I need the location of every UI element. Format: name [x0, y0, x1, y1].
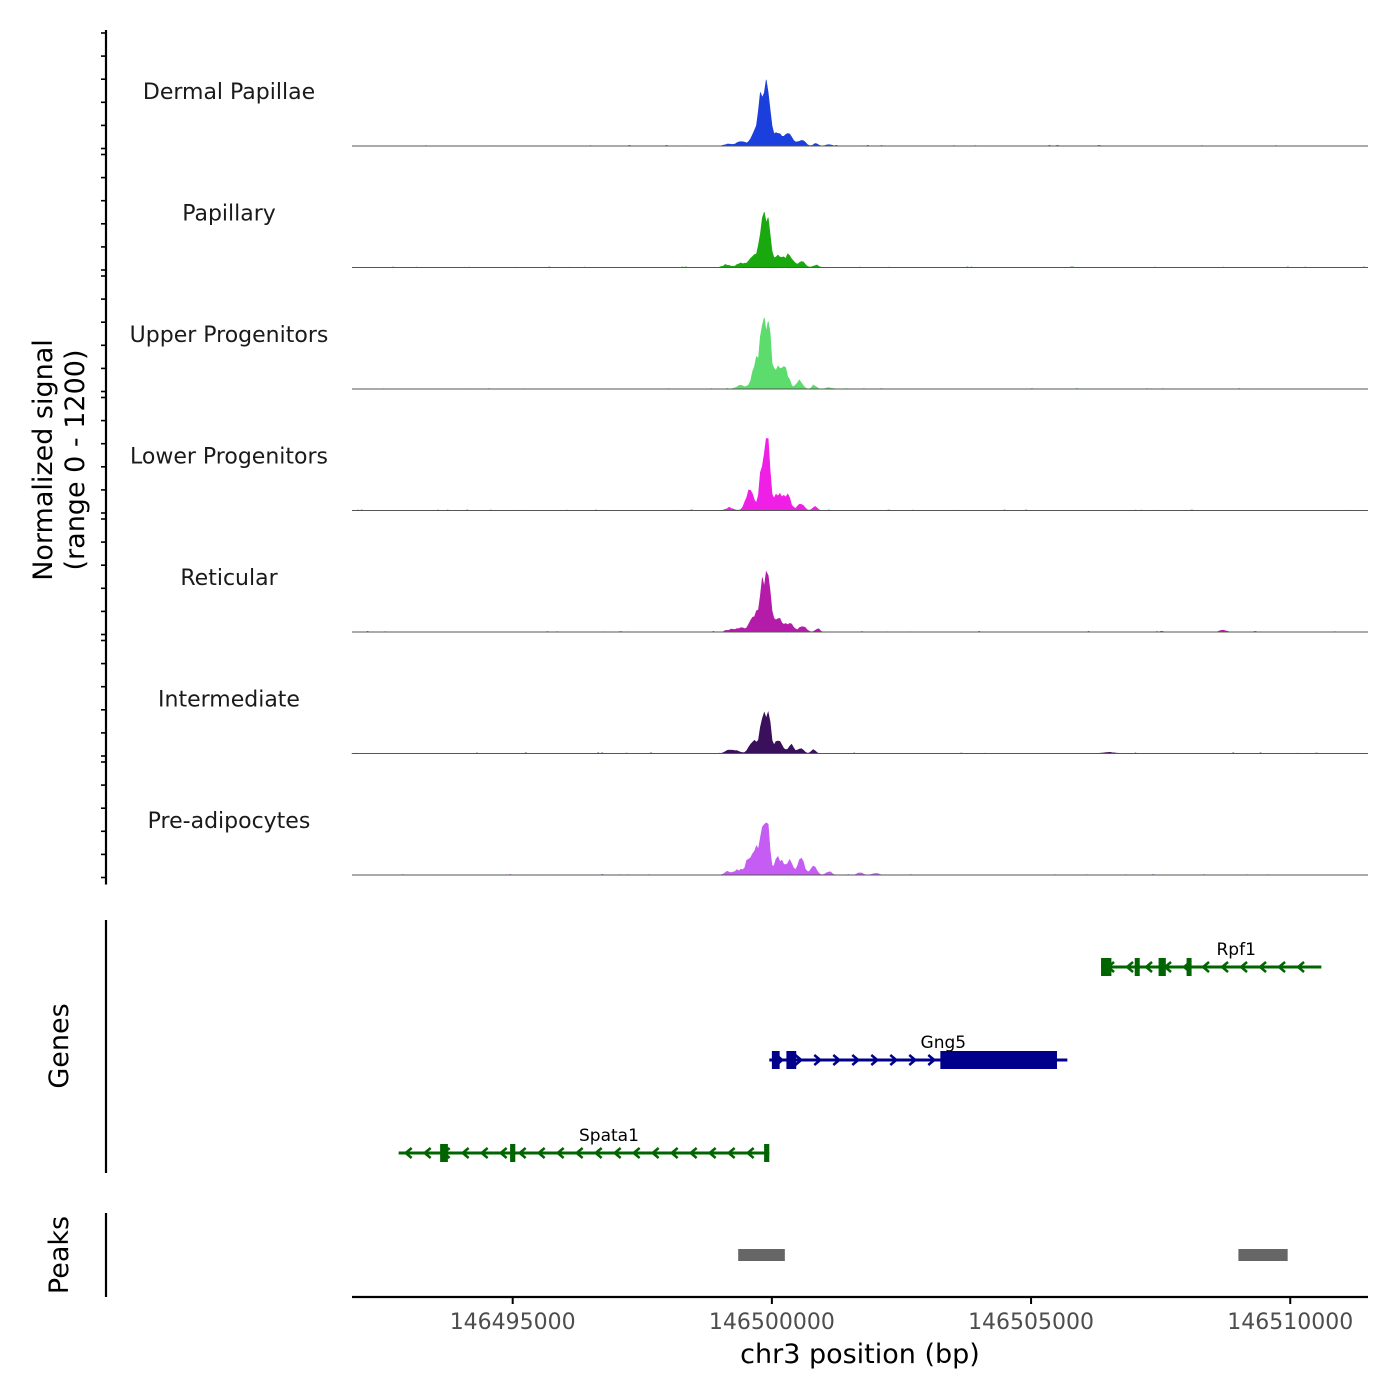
y-axis-label-line2: (range 0 - 1200) — [60, 350, 91, 571]
track-label: Upper Progenitors — [130, 323, 329, 348]
signal-area — [352, 570, 1368, 633]
track-label: Intermediate — [158, 688, 300, 713]
strand-arrow — [403, 1147, 413, 1159]
strand-arrow — [574, 1147, 584, 1159]
strand-arrow — [851, 1054, 861, 1066]
track-pre-adipocytes: Pre-adipocytes — [148, 809, 1368, 876]
strand-arrow — [669, 1147, 679, 1159]
exon — [1134, 958, 1140, 976]
strand-arrow — [536, 1147, 546, 1159]
track-lower-progenitors: Lower Progenitors — [130, 438, 1368, 511]
gene-label: Spata1 — [579, 1126, 639, 1146]
signal-area — [352, 822, 1368, 876]
x-tick-label: 146510000 — [1227, 1310, 1353, 1335]
x-axis-title: chr3 position (bp) — [740, 1339, 980, 1370]
track-intermediate: Intermediate — [158, 688, 1368, 754]
gene-label: Rpf1 — [1216, 940, 1255, 960]
x-tick-label: 146505000 — [968, 1310, 1094, 1335]
strand-arrow — [650, 1147, 660, 1159]
strand-arrow — [517, 1147, 527, 1159]
coverage-tracks: Dermal Papillae Papillary Upper Progenitor… — [101, 30, 1369, 885]
track-label: Papillary — [182, 202, 276, 227]
exon — [764, 1144, 770, 1162]
strand-arrow — [707, 1147, 717, 1159]
gene-gng5: Gng5 — [769, 1033, 1068, 1069]
track-upper-progenitors: Upper Progenitors — [130, 317, 1368, 390]
strand-arrow — [908, 1054, 918, 1066]
x-axis: 146495000 146500000 146505000 146510000 — [352, 1295, 1368, 1335]
strand-arrow — [479, 1147, 489, 1159]
peaks-track-label: Peaks — [44, 1216, 75, 1294]
gene-rpf1: Rpf1 — [1101, 940, 1322, 976]
strand-arrow — [1277, 961, 1286, 973]
strand-arrow — [813, 1054, 823, 1066]
y-axis-label-line1: Normalized signal — [28, 339, 59, 581]
exon — [940, 1051, 1057, 1069]
strand-arrow — [794, 1054, 804, 1066]
strand-arrow — [927, 1054, 937, 1066]
signal-area — [352, 79, 1369, 147]
strand-arrow — [422, 1147, 432, 1159]
exon — [510, 1144, 516, 1162]
strand-arrow — [745, 1147, 755, 1159]
strand-arrow — [460, 1147, 470, 1159]
strand-arrow — [1258, 961, 1267, 973]
track-label: Reticular — [180, 566, 278, 591]
gene-spata1: Spata1 — [398, 1126, 770, 1162]
signal-area — [352, 317, 1368, 390]
strand-arrow — [832, 1054, 842, 1066]
strand-arrow — [1201, 961, 1210, 973]
exon — [1101, 958, 1112, 976]
gene-label: Gng5 — [921, 1033, 967, 1053]
peak-region — [1238, 1249, 1288, 1261]
strand-arrow — [1296, 961, 1305, 973]
track-papillary: Papillary — [182, 202, 1368, 268]
x-tick-label: 146495000 — [450, 1310, 576, 1335]
strand-arrow — [1144, 961, 1153, 973]
strand-arrow — [870, 1054, 880, 1066]
exon — [771, 1051, 780, 1069]
track-label: Lower Progenitors — [130, 445, 328, 470]
strand-arrow — [555, 1147, 565, 1159]
strand-arrow — [498, 1147, 508, 1159]
track-reticular: Reticular — [180, 566, 1368, 633]
strand-arrow — [1125, 961, 1134, 973]
peak-region — [738, 1249, 785, 1261]
strand-arrow — [612, 1147, 622, 1159]
track-label: Pre-adipocytes — [148, 809, 311, 834]
strand-arrow — [593, 1147, 603, 1159]
x-tick-label: 146500000 — [709, 1310, 835, 1335]
exon — [440, 1144, 448, 1162]
track-label: Dermal Papillae — [143, 80, 315, 105]
strand-arrow — [688, 1147, 698, 1159]
gene-track: Rpf1 Gng5 Spata1 — [104, 920, 1322, 1173]
signal-area — [352, 438, 1368, 511]
strand-arrow — [1239, 961, 1248, 973]
genes-track-label: Genes — [44, 1003, 75, 1088]
strand-arrow — [889, 1054, 899, 1066]
strand-arrow — [1220, 961, 1229, 973]
y-axis-ticks — [101, 32, 106, 879]
signal-area — [352, 211, 1368, 268]
peak-track — [104, 1213, 1288, 1297]
strand-arrow — [631, 1147, 641, 1159]
exon — [1158, 958, 1166, 976]
signal-area — [351, 710, 1368, 754]
exon — [1186, 958, 1192, 976]
strand-arrow — [726, 1147, 736, 1159]
exon — [786, 1051, 797, 1069]
track-dermal-papillae: Dermal Papillae — [143, 79, 1369, 147]
